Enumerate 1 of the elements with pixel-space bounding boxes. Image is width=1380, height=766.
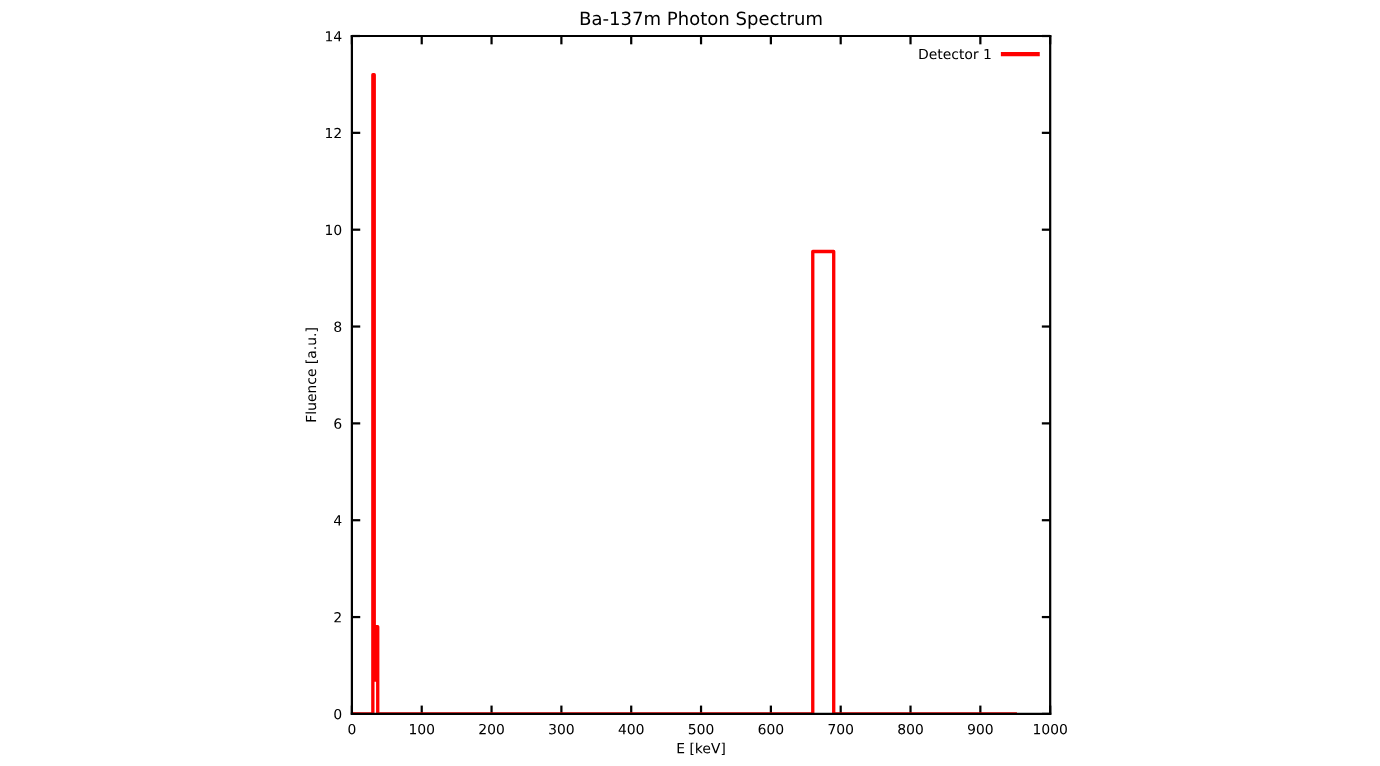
- chart-title: Ba-137m Photon Spectrum: [580, 11, 822, 29]
